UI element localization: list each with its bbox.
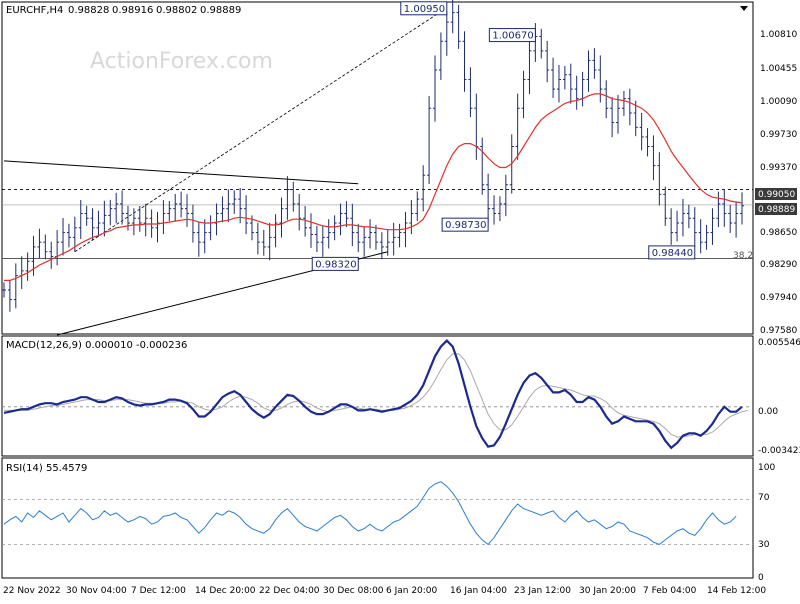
macd-tick: 0.00 xyxy=(758,407,778,417)
x-tick: 6 Jan 20:00 xyxy=(386,586,438,596)
x-tick: 23 Jan 12:00 xyxy=(514,586,571,596)
annotation-label: 1.00670 xyxy=(492,31,533,42)
price-tick: 0.98290 xyxy=(760,260,797,270)
rsi-tick: 100 xyxy=(758,463,775,473)
ohlc-low: 0.98802 xyxy=(156,5,197,16)
price-y-axis: 1.00810 1.00455 1.00090 0.99730 0.99370 … xyxy=(760,30,797,336)
moving-average-line xyxy=(4,93,743,281)
ohlc-open: 0.98828 xyxy=(68,5,109,16)
annotation-box xyxy=(648,245,696,260)
falling-trendline xyxy=(3,160,359,185)
price-annotation: 0.98730 xyxy=(441,217,489,232)
price-tick: 1.00455 xyxy=(760,64,797,74)
price-tick: 1.00090 xyxy=(760,97,797,107)
macd-plot xyxy=(2,339,753,450)
panel-menu-arrow-icon[interactable] xyxy=(740,6,748,11)
x-tick: 7 Dec 12:00 xyxy=(131,586,186,596)
macd-line xyxy=(3,339,743,450)
annotation-label: 1.00950 xyxy=(404,4,445,15)
current-price-tag: 0.98889 xyxy=(758,205,795,215)
macd-tick: 0.005546 xyxy=(758,338,800,348)
annotation-box xyxy=(441,217,489,232)
price-tick: 0.99370 xyxy=(760,163,797,173)
annotation-label: 0.98440 xyxy=(652,248,693,259)
rsi-plot xyxy=(2,481,753,546)
price-tick: 1.00810 xyxy=(760,30,797,40)
rsi-panel-frame xyxy=(1,457,754,579)
price-annotation: 1.00670 xyxy=(488,28,536,43)
fib-label: 38.2 xyxy=(733,251,753,261)
ohlc-high: 0.98916 xyxy=(112,5,153,16)
annotation-label: 0.98320 xyxy=(315,259,356,270)
price-plot: 1.00950 1.00670 0.98730 0.98320 0.98440 xyxy=(2,0,753,336)
symbol-label: EURCHF,H4 xyxy=(6,5,63,16)
price-tick: 0.97580 xyxy=(760,326,797,336)
rsi-line xyxy=(3,481,737,546)
macd-tick: -0.003423 xyxy=(758,446,800,456)
x-tick: 22 Dec 04:00 xyxy=(259,586,320,596)
x-tick: 7 Feb 04:00 xyxy=(643,586,697,596)
price-tick: 0.99730 xyxy=(760,130,797,140)
ohlc-close: 0.98889 xyxy=(200,5,241,16)
annotation-label: 0.98730 xyxy=(445,220,486,231)
watermark: ActionForex.com xyxy=(90,49,273,74)
macd-panel-frame xyxy=(1,335,754,457)
price-annotation: 0.98440 xyxy=(648,245,696,260)
rsi-title: RSI(14) 55.4579 xyxy=(6,463,87,474)
price-tick: 0.97940 xyxy=(760,293,797,303)
rsi-tick: 70 xyxy=(758,493,770,503)
annotation-box xyxy=(488,28,536,43)
annotation-box xyxy=(311,256,359,271)
price-annotation: 1.00950 xyxy=(400,1,448,16)
current-price-box xyxy=(755,203,797,215)
x-tick: 22 Nov 2022 xyxy=(3,586,61,596)
level-tag-box xyxy=(755,188,797,200)
level-tag: 0.99050 xyxy=(758,190,795,200)
macd-title: MACD(12,26,9) 0.000010 -0.000236 xyxy=(6,340,187,351)
price-annotation: 0.98320 xyxy=(311,256,359,271)
x-axis: 22 Nov 2022 30 Nov 04:00 7 Dec 12:00 14 … xyxy=(3,586,766,596)
annotation-box xyxy=(400,1,448,16)
x-tick: 30 Jan 20:00 xyxy=(579,586,636,596)
rising-channel-dashed-line xyxy=(74,7,448,253)
x-tick: 30 Nov 04:00 xyxy=(66,586,127,596)
price-tick: 0.98650 xyxy=(760,228,797,238)
x-tick: 14 Feb 12:00 xyxy=(707,586,766,596)
rsi-tick: 0 xyxy=(758,573,764,583)
rsi-tick: 30 xyxy=(758,540,770,550)
macd-signal-line xyxy=(4,353,749,438)
x-tick: 14 Dec 20:00 xyxy=(195,586,256,596)
price-panel-frame xyxy=(1,1,754,335)
x-tick: 16 Jan 04:00 xyxy=(450,586,507,596)
x-tick: 30 Dec 08:00 xyxy=(323,586,384,596)
